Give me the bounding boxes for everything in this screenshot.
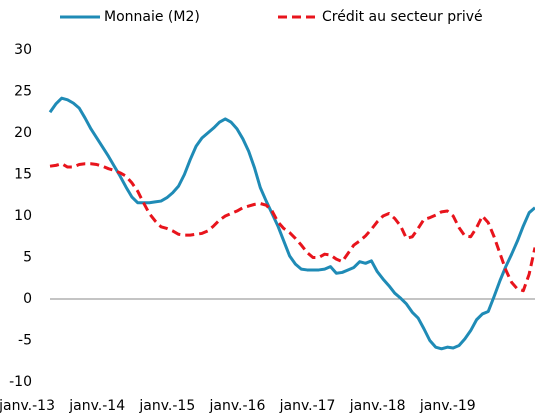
x-tick-label: janv.-17 xyxy=(279,398,336,414)
x-tick-label: janv.-14 xyxy=(68,398,125,414)
y-tick-label: 20 xyxy=(14,125,32,141)
y-tick-label: 10 xyxy=(14,208,32,224)
x-tick-label: janv.-15 xyxy=(138,398,195,414)
y-tick-label: 25 xyxy=(14,84,32,100)
x-tick-label: janv.-18 xyxy=(349,398,406,414)
y-tick-label: 5 xyxy=(23,250,32,266)
y-tick-label: 0 xyxy=(23,291,32,307)
legend-label: Crédit au secteur privé xyxy=(322,9,483,25)
y-tick-label: 15 xyxy=(14,167,32,183)
series-line xyxy=(48,96,535,351)
series-line xyxy=(49,162,535,293)
x-tick-label: janv.-19 xyxy=(419,398,476,414)
y-tick-label: -10 xyxy=(9,374,32,390)
y-tick-label: -5 xyxy=(18,333,32,349)
x-tick-label: janv.-16 xyxy=(209,398,266,414)
y-tick-label: 30 xyxy=(14,42,32,58)
legend-label: Monnaie (M2) xyxy=(104,9,200,25)
x-tick-label: janv.-13 xyxy=(0,398,55,414)
